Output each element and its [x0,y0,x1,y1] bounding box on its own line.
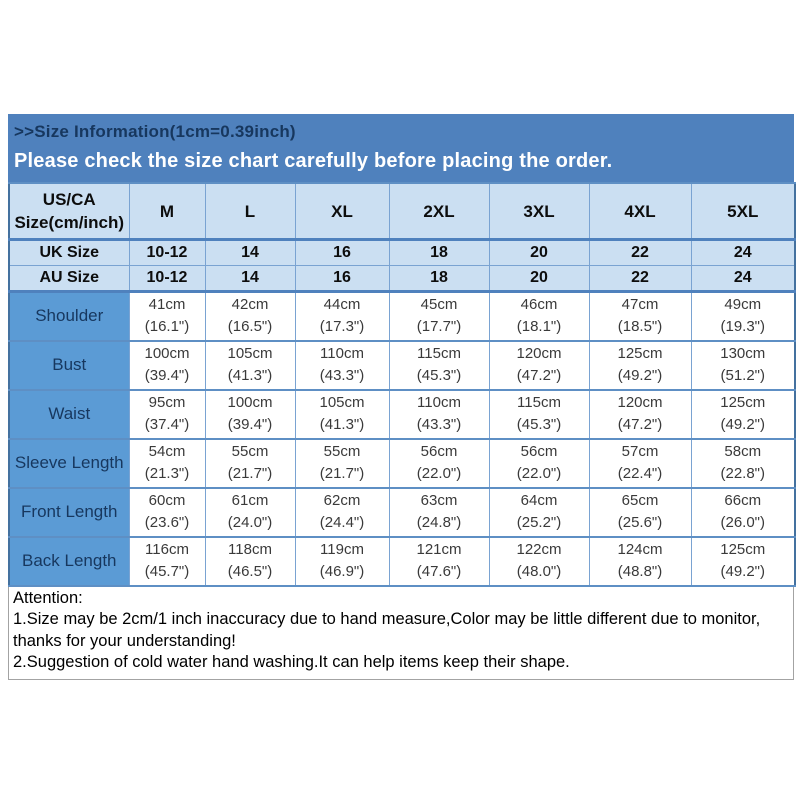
size-cell: 22 [588,265,692,292]
measurement-cell: 46cm (18.1") [488,290,590,342]
measurement-cell: 116cm (45.7") [128,535,206,587]
size-cell: 16 [294,238,390,266]
measurement-cell: 110cm (43.3") [388,388,490,440]
size-cell: 20 [488,265,590,292]
size-info-title: >>Size Information(1cm=0.39inch) [14,122,296,141]
size-cell: 14 [204,238,296,266]
measurement-row-sleeve-length: Sleeve Length 54cm (21.3") 55cm (21.7") … [8,437,796,489]
measurement-cell: 45cm (17.7") [388,290,490,342]
measurement-cell: 120cm (47.2") [488,339,590,391]
measurement-cell: 115cm (45.3") [488,388,590,440]
size-cell: 14 [204,265,296,292]
row-label: UK Size [8,238,130,266]
measurement-cell: 42cm (16.5") [204,290,296,342]
au-size-row: AU Size 10-12 14 16 18 20 22 24 [8,265,796,292]
measurement-cell: 105cm (41.3") [204,339,296,391]
measurement-cell: 100cm (39.4") [128,339,206,391]
row-label: Front Length [8,486,130,538]
size-cell: 22 [588,238,692,266]
measurement-cell: 110cm (43.3") [294,339,390,391]
measurement-cell: 65cm (25.6") [588,486,692,538]
size-column-header: 5XL [690,182,796,241]
attention-section: Attention: 1.Size may be 2cm/1 inch inac… [8,586,794,680]
measurement-cell: 55cm (21.7") [294,437,390,489]
row-label: Back Length [8,535,130,587]
measurement-cell: 124cm (48.8") [588,535,692,587]
row-label: Bust [8,339,130,391]
row-label: Waist [8,388,130,440]
measurement-cell: 56cm (22.0") [388,437,490,489]
measurement-cell: 125cm (49.2") [690,388,796,440]
measurement-cell: 119cm (46.9") [294,535,390,587]
measurement-cell: 41cm (16.1") [128,290,206,342]
measurement-cell: 58cm (22.8") [690,437,796,489]
size-column-header: XL [294,182,390,241]
measurement-cell: 62cm (24.4") [294,486,390,538]
size-cell: 18 [388,265,490,292]
measurement-cell: 47cm (18.5") [588,290,692,342]
measurement-cell: 95cm (37.4") [128,388,206,440]
measurement-row-front-length: Front Length 60cm (23.6") 61cm (24.0") 6… [8,486,796,538]
measurement-cell: 120cm (47.2") [588,388,692,440]
measurement-cell: 55cm (21.7") [204,437,296,489]
size-check-warning: Please check the size chart carefully be… [14,150,613,172]
measurement-row-bust: Bust 100cm (39.4") 105cm (41.3") 110cm (… [8,339,796,391]
size-chart-panel: >>Size Information(1cm=0.39inch) Please … [8,114,796,680]
table-header-row: US/CA Size(cm/inch) M L XL 2XL 3XL 4XL 5… [8,182,796,241]
measurement-cell: 125cm (49.2") [588,339,692,391]
size-cell: 16 [294,265,390,292]
size-chart-table: US/CA Size(cm/inch) M L XL 2XL 3XL 4XL 5… [8,182,796,587]
measurement-cell: 44cm (17.3") [294,290,390,342]
attention-note-2: 2.Suggestion of cold water hand washing.… [13,653,570,671]
measurement-cell: 66cm (26.0") [690,486,796,538]
measurement-cell: 121cm (47.6") [388,535,490,587]
measurement-cell: 56cm (22.0") [488,437,590,489]
measurement-cell: 60cm (23.6") [128,486,206,538]
measurement-cell: 115cm (45.3") [388,339,490,391]
size-column-header: M [128,182,206,241]
size-cell: 24 [690,238,796,266]
size-cell: 10-12 [128,238,206,266]
measurement-cell: 57cm (22.4") [588,437,692,489]
measurement-cell: 125cm (49.2") [690,535,796,587]
row-label: Shoulder [8,290,130,342]
measurement-cell: 118cm (46.5") [204,535,296,587]
size-column-header: 2XL [388,182,490,241]
row-label: Sleeve Length [8,437,130,489]
size-info-banner: >>Size Information(1cm=0.39inch) Please … [8,114,794,182]
corner-header: US/CA Size(cm/inch) [8,182,130,241]
size-column-header: 3XL [488,182,590,241]
measurement-cell: 122cm (48.0") [488,535,590,587]
measurement-cell: 54cm (21.3") [128,437,206,489]
measurement-cell: 49cm (19.3") [690,290,796,342]
measurement-row-shoulder: Shoulder 41cm (16.1") 42cm (16.5") 44cm … [8,290,796,342]
measurement-cell: 130cm (51.2") [690,339,796,391]
uk-size-row: UK Size 10-12 14 16 18 20 22 24 [8,238,796,266]
measurement-cell: 63cm (24.8") [388,486,490,538]
measurement-row-waist: Waist 95cm (37.4") 100cm (39.4") 105cm (… [8,388,796,440]
size-cell: 10-12 [128,265,206,292]
row-label: AU Size [8,265,130,292]
measurement-cell: 105cm (41.3") [294,388,390,440]
size-cell: 24 [690,265,796,292]
size-column-header: 4XL [588,182,692,241]
size-column-header: L [204,182,296,241]
attention-heading: Attention: [13,588,83,607]
attention-note-1: 1.Size may be 2cm/1 inch inaccuracy due … [13,610,761,650]
measurement-cell: 64cm (25.2") [488,486,590,538]
size-cell: 20 [488,238,590,266]
measurement-cell: 100cm (39.4") [204,388,296,440]
measurement-cell: 61cm (24.0") [204,486,296,538]
measurement-row-back-length: Back Length 116cm (45.7") 118cm (46.5") … [8,535,796,587]
size-cell: 18 [388,238,490,266]
